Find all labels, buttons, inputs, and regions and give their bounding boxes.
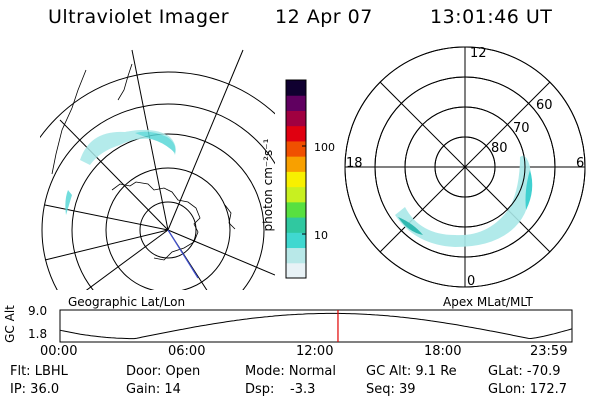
lat-label-60: 60 xyxy=(536,98,553,113)
colorbar-band xyxy=(286,95,306,111)
altitude-ytick-low: 1.8 xyxy=(28,327,48,341)
auroral-bright-spot xyxy=(398,217,423,235)
altitude-ylabel: GC Alt xyxy=(2,305,17,343)
colorbar-band xyxy=(286,201,306,218)
lat-circle xyxy=(40,71,275,139)
altitude-xtick: 18:00 xyxy=(424,344,462,359)
lat-circle xyxy=(71,133,265,290)
mlt-label-6: 6 xyxy=(576,156,585,171)
time-label: 13:01:46 UT xyxy=(430,6,553,28)
altitude-frame xyxy=(59,309,573,343)
altitude-xtick: 12:00 xyxy=(296,344,334,359)
auroral-dawn-arc xyxy=(525,170,533,210)
date-label: 12 Apr 07 xyxy=(275,6,373,28)
lat-label-70: 70 xyxy=(513,121,530,136)
glon-status: GLon: 172.7 xyxy=(488,382,568,397)
colorbar-band xyxy=(286,110,306,127)
mlt-label-18: 18 xyxy=(346,156,363,171)
auroral-oval xyxy=(395,155,531,247)
lat-ring-overlay xyxy=(344,46,586,288)
mlat-mlt-polar-plot xyxy=(344,46,586,288)
gc-alt-status: GC Alt: 9.1 Re xyxy=(366,364,457,379)
colorbar xyxy=(285,79,307,279)
altitude-xtick: 00:00 xyxy=(40,344,78,359)
filter-status: Flt: LBHL xyxy=(10,364,68,379)
gain-status: Gain: 14 xyxy=(126,382,181,397)
lat-ring-overlay xyxy=(434,136,496,198)
lat-ring-overlay xyxy=(374,76,556,258)
colorbar-band xyxy=(286,262,306,279)
colorbar-band xyxy=(286,186,306,203)
apex-caption: Apex MLat/MLT xyxy=(443,295,533,309)
altitude-plot xyxy=(59,309,573,343)
altitude-xtick: 06:00 xyxy=(168,344,206,359)
seq-status: Seq: 39 xyxy=(366,382,416,397)
colorbar-band xyxy=(286,232,306,249)
lat-ring-overlay xyxy=(404,106,526,228)
colorbar-tick-10: 10 xyxy=(314,229,328,242)
colorbar-unit-label: photon cm⁻²s⁻¹ xyxy=(261,138,275,232)
door-status: Door: Open xyxy=(126,364,201,379)
colorbar-frame xyxy=(285,79,307,279)
dsp-value: -3.3 xyxy=(290,382,316,397)
colorbar-band xyxy=(286,140,306,157)
altitude-xtick: 23:59 xyxy=(530,344,568,359)
colorbar-band xyxy=(286,125,306,142)
colorbar-band xyxy=(286,247,306,264)
colorbar-band xyxy=(286,156,306,172)
lat-circle xyxy=(105,167,231,290)
dsp-label: Dsp: xyxy=(245,382,275,397)
colorbar-band xyxy=(286,217,306,233)
instrument-title: Ultraviolet Imager xyxy=(48,6,230,28)
lat-label-80: 80 xyxy=(491,141,508,156)
colorbar-band xyxy=(286,80,306,96)
mode-status: Mode: Normal xyxy=(245,364,336,379)
geographic-map xyxy=(40,49,275,290)
altitude-ytick-high: 9.0 xyxy=(28,304,48,318)
ip-status: IP: 36.0 xyxy=(10,382,60,397)
mlt-label-0: 0 xyxy=(467,274,476,289)
colorbar-band xyxy=(286,171,306,188)
glat-status: GLat: -70.9 xyxy=(488,364,561,379)
colorbar-tick-100: 100 xyxy=(314,141,335,154)
altitude-curve xyxy=(59,312,573,340)
mlt-label-12: 12 xyxy=(470,46,487,61)
lat-circle xyxy=(41,103,275,290)
lat-circle xyxy=(139,201,197,259)
geographic-caption: Geographic Lat/Lon xyxy=(68,295,186,309)
